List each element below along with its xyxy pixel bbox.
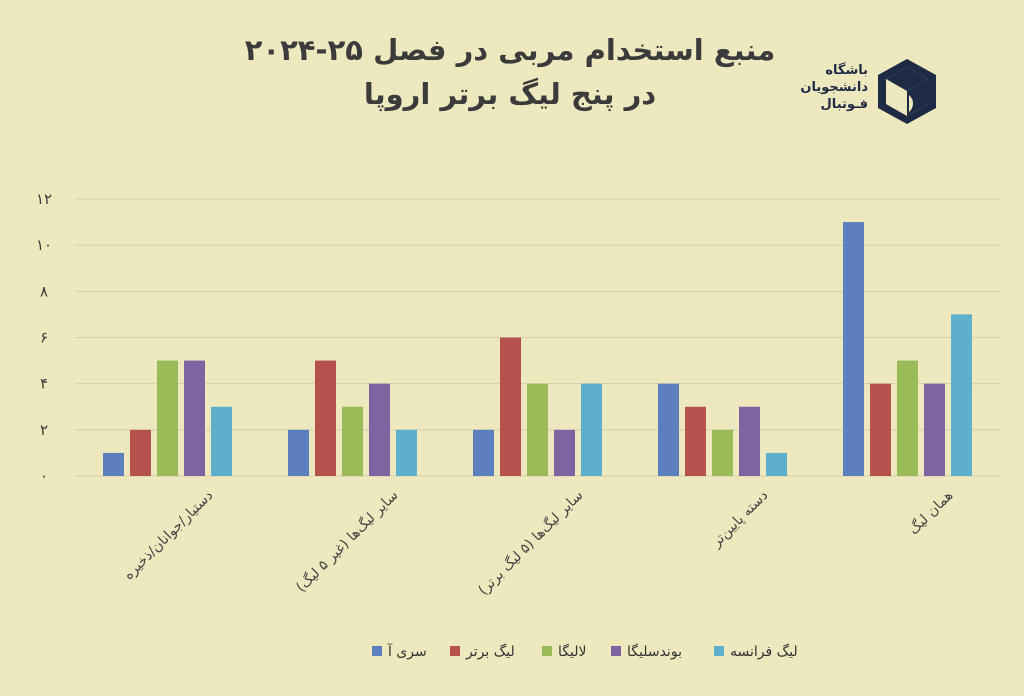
bar [924, 383, 945, 476]
logo-text-line1: باشگاه [825, 63, 868, 78]
bar [581, 383, 602, 476]
bar [897, 360, 918, 476]
bar [658, 383, 679, 476]
bar [951, 314, 972, 476]
x-category-label: دستیار/جوانان/ذخیره [121, 488, 217, 584]
bar [288, 429, 309, 476]
y-tick-label: ۲ [40, 421, 48, 439]
legend-swatch [372, 646, 382, 656]
bar [211, 406, 232, 476]
legend-swatch [450, 646, 460, 656]
bar [396, 429, 417, 476]
chart-title: منبع استخدام مربی در فصل ۲۵-۲۰۲۴ در پنج … [150, 28, 870, 116]
bar [342, 406, 363, 476]
bar [157, 360, 178, 476]
bar [766, 452, 787, 476]
y-tick-label: ۱۰ [36, 236, 52, 254]
bar [184, 360, 205, 476]
logo-text: باشگاه دانشجویان فـوتبال [790, 62, 868, 113]
x-category-label: سایر لیگ‌ها (غیر ۵ لیگ) [293, 487, 402, 596]
legend-label: سری آ [387, 643, 427, 660]
y-tick-label: ۰ [40, 467, 48, 485]
bar [369, 383, 390, 476]
legend-swatch [542, 646, 552, 656]
chart-title-line1: منبع استخدام مربی در فصل ۲۵-۲۰۲۴ [244, 33, 776, 67]
y-tick-label: ۱۲ [36, 190, 52, 208]
x-category-label: همان لیگ [905, 487, 956, 538]
chart-title-line2: در پنج لیگ برتر اروپا [363, 77, 657, 111]
club-logo: باشگاه دانشجویان فـوتبال [790, 52, 950, 132]
y-tick-label: ۶ [40, 329, 48, 347]
legend-label: لالیگا [558, 643, 586, 660]
legend-label: لیگ فرانسه [730, 643, 798, 660]
bar [870, 383, 891, 476]
y-axis-ticks: ۰ ۲ ۴ ۶ ۸ ۱۰ ۱۲ [36, 190, 52, 485]
y-tick-label: ۸ [40, 282, 48, 300]
bar [130, 429, 151, 476]
bar [103, 452, 124, 476]
legend-swatch [714, 646, 724, 656]
bar [554, 429, 575, 476]
x-category-label: دسته پایین‌تر [708, 488, 771, 551]
bar [685, 406, 706, 476]
bars [103, 222, 972, 476]
bar [712, 429, 733, 476]
y-tick-label: ۴ [40, 375, 48, 393]
bar [843, 222, 864, 476]
legend-swatch [611, 646, 621, 656]
x-category-label: سایر لیگ‌ها (۵ لیگ برتر) [475, 487, 587, 599]
logo-text-line3: فـوتبال [820, 97, 868, 112]
legend: سری آ لیگ برتر لالیگا بوندسلیگا لیگ فرانسه [372, 643, 798, 660]
legend-label: لیگ برتر [465, 643, 515, 660]
cube-logo-icon [878, 59, 936, 124]
bar [527, 383, 548, 476]
bar [315, 360, 336, 476]
bar [739, 406, 760, 476]
bar [500, 337, 521, 476]
x-axis-categories: دستیار/جوانان/ذخیره سایر لیگ‌ها (غیر ۵ لی… [121, 487, 957, 599]
legend-label: بوندسلیگا [627, 643, 682, 660]
logo-text-line2: دانشجویان [800, 80, 868, 95]
bar [473, 429, 494, 476]
